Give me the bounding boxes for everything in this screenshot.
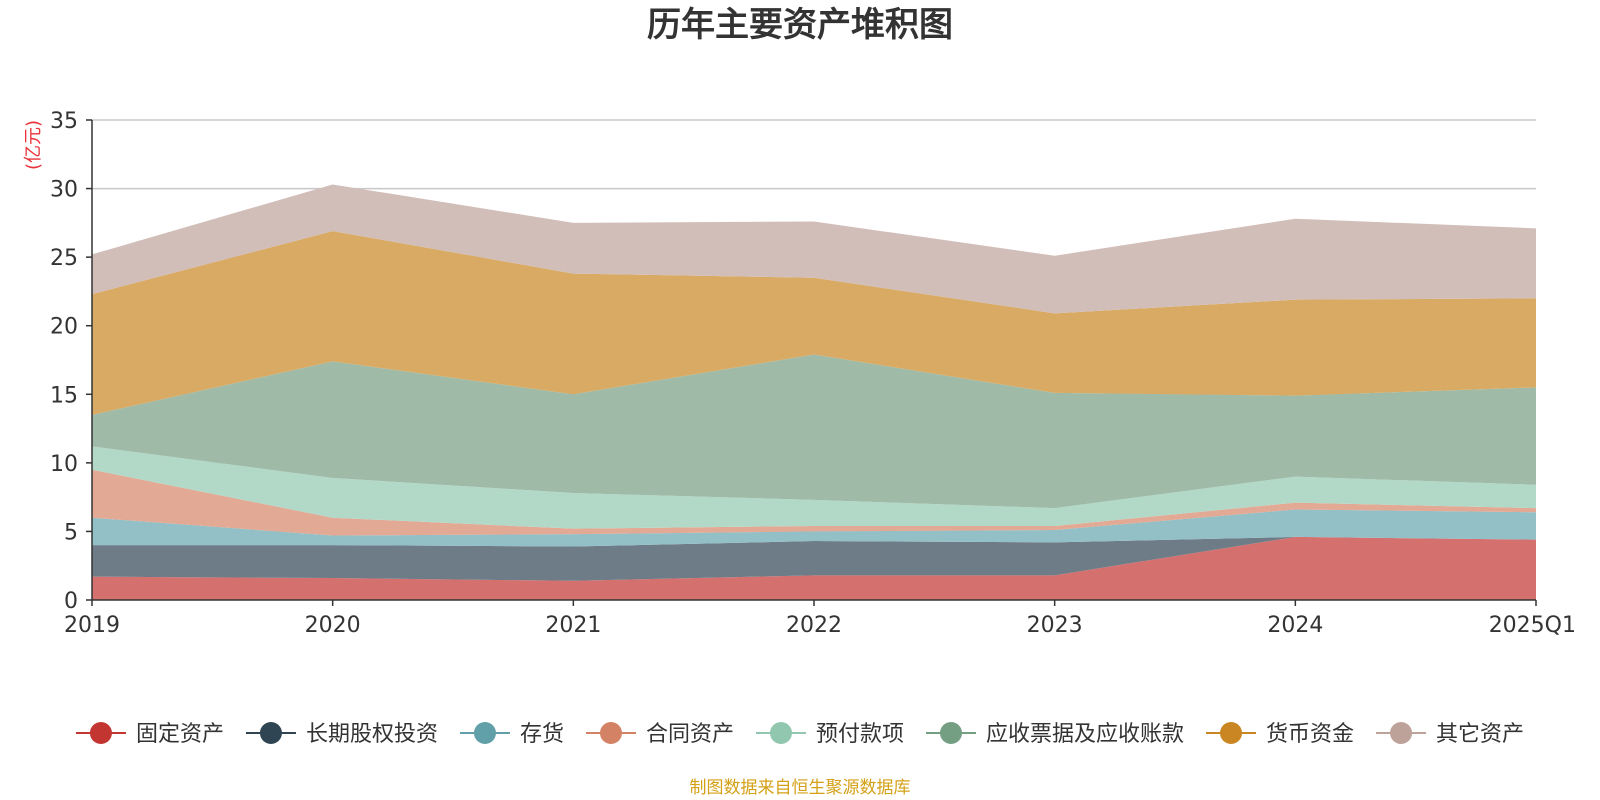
- area-series-2: [92, 509, 1536, 547]
- legend-label-5: 应收票据及应收账款: [986, 722, 1184, 747]
- x-tick-label-6: 2025Q1: [1489, 613, 1576, 638]
- x-tick-label-0: 2019: [64, 613, 120, 638]
- legend-label-1: 长期股权投资: [306, 722, 438, 747]
- y-tick-label-20: 20: [50, 315, 78, 340]
- area-series-4: [92, 446, 1536, 529]
- y-axis-unit-label: (亿元): [23, 120, 44, 170]
- legend-marker-1: [259, 722, 282, 744]
- y-tick-label-30: 30: [50, 178, 78, 203]
- legend-item-2[interactable]: 存货: [459, 722, 564, 747]
- legend-item-5[interactable]: 应收票据及应收账款: [926, 722, 1184, 747]
- source-note: 制图数据来自恒生聚源数据库: [690, 778, 911, 798]
- legend-item-1[interactable]: 长期股权投资: [245, 722, 438, 747]
- legend-item-4[interactable]: 预付款项: [756, 722, 904, 747]
- legend: 固定资产 长期股权投资 存货 合同资产 预付款项 应收票据及应收账款 货币资金 其它资产: [75, 722, 1524, 747]
- legend-label-7: 其它资产: [1436, 722, 1524, 747]
- legend-item-3[interactable]: 合同资产: [585, 722, 734, 747]
- legend-item-7[interactable]: 其它资产: [1376, 722, 1524, 747]
- legend-marker-5: [940, 722, 963, 744]
- legend-label-0: 固定资产: [136, 722, 224, 747]
- legend-label-6: 货币资金: [1266, 722, 1354, 747]
- legend-item-6[interactable]: 货币资金: [1206, 722, 1354, 747]
- legend-marker-6: [1220, 722, 1243, 744]
- legend-item-0[interactable]: 固定资产: [75, 722, 224, 747]
- y-tick-label-5: 5: [64, 520, 78, 545]
- legend-marker-7: [1390, 722, 1413, 744]
- y-tick-label-0: 0: [64, 589, 78, 614]
- axes: 0 5 10 15 20 25 30 35 2019 2020 2021 2022 2023 2024 20…: [50, 109, 1576, 638]
- area-series-0: [92, 536, 1536, 600]
- x-tick-label-2: 2021: [545, 613, 601, 638]
- x-tick-label-3: 2022: [786, 613, 842, 638]
- legend-label-4: 预付款项: [816, 722, 904, 747]
- chart-title: 历年主要资产堆积图: [647, 5, 953, 45]
- legend-marker-3: [599, 722, 622, 744]
- area-series-7: [92, 184, 1536, 314]
- area-series-5: [92, 354, 1536, 509]
- x-tick-label-4: 2023: [1027, 613, 1083, 638]
- legend-label-2: 存货: [520, 722, 564, 747]
- y-tick-label-15: 15: [50, 383, 78, 408]
- legend-marker-0: [89, 722, 112, 744]
- y-tick-label-25: 25: [50, 246, 78, 271]
- x-tick-label-1: 2020: [305, 613, 361, 638]
- legend-marker-4: [770, 722, 792, 744]
- y-tick-label-10: 10: [50, 452, 78, 477]
- x-tick-label-5: 2024: [1267, 613, 1323, 638]
- y-tick-label-35: 35: [50, 109, 78, 134]
- area-series-6: [92, 231, 1536, 415]
- area-series-1: [92, 536, 1536, 581]
- legend-marker-2: [473, 722, 496, 744]
- area-series-3: [92, 469, 1536, 536]
- legend-label-3: 合同资产: [646, 722, 734, 747]
- area-series-group: [92, 184, 1536, 600]
